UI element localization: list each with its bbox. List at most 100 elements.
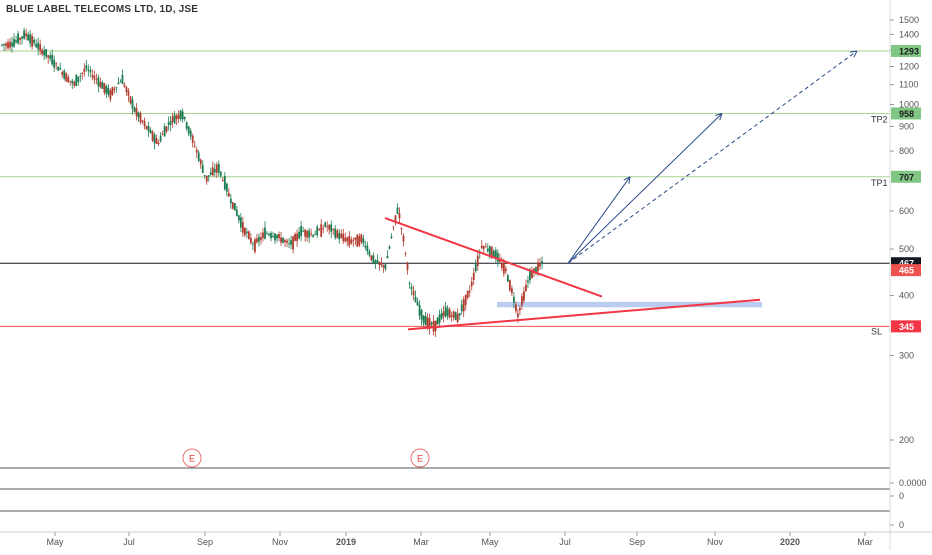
x-tick-label: Mar — [857, 537, 873, 547]
x-tick-label: May — [46, 537, 64, 547]
level-note: TP2 — [871, 114, 888, 124]
y-tick-label: 800 — [899, 146, 914, 156]
candle-body — [523, 291, 525, 301]
candle-body — [324, 222, 327, 227]
candle-body — [434, 320, 437, 332]
candle-body — [125, 87, 128, 93]
candle-body — [163, 126, 166, 137]
candle-body — [5, 43, 7, 46]
candle-body — [358, 236, 361, 246]
candle-body — [79, 76, 82, 77]
pane-tick-label: 0 — [899, 491, 904, 501]
candle-body — [237, 215, 240, 221]
candle-body — [203, 175, 206, 176]
candle-body — [246, 231, 248, 234]
candle-body — [59, 68, 62, 70]
candle-body — [133, 108, 136, 112]
candle-body — [537, 262, 539, 272]
price-tag-box — [891, 107, 921, 120]
candle-body — [43, 50, 46, 56]
candle-body — [225, 183, 228, 192]
candle-body — [460, 304, 463, 312]
candle-body — [312, 234, 315, 237]
candle-body — [258, 237, 260, 242]
candle-body — [400, 228, 403, 230]
candle-body — [406, 262, 409, 270]
candle-body — [300, 225, 303, 237]
candle-body — [456, 314, 459, 323]
earnings-event-marker[interactable]: E — [410, 448, 430, 468]
candle-body — [1, 44, 3, 46]
candle-body — [197, 152, 200, 161]
price-tag-label: 345 — [899, 322, 914, 332]
candle-body — [77, 76, 80, 82]
candle-body — [21, 36, 23, 39]
candle-body — [402, 235, 405, 242]
candle-body — [227, 193, 230, 197]
candle-body — [398, 213, 401, 219]
candle-body — [390, 236, 393, 238]
candle-body — [517, 313, 519, 317]
candle-body — [115, 87, 118, 89]
candle-body — [322, 228, 325, 230]
candle-body — [338, 233, 341, 240]
candle-body — [512, 296, 515, 303]
price-tag-1293: 1293 — [891, 44, 921, 57]
candle-body — [135, 107, 138, 116]
candle-body — [366, 245, 369, 252]
earnings-event-marker[interactable]: E — [182, 448, 202, 468]
candle-body — [65, 73, 68, 82]
candle-body — [93, 75, 96, 80]
candle-body — [412, 290, 415, 296]
candle-body — [344, 237, 347, 242]
x-tick-label: Nov — [272, 537, 289, 547]
candle-body — [430, 322, 433, 325]
candle-body — [157, 142, 160, 145]
candle-body — [195, 149, 198, 153]
candle-body — [229, 198, 232, 204]
candle-body — [272, 236, 274, 237]
candle-body — [171, 116, 174, 122]
pane-tick-label: 0 — [899, 520, 904, 530]
candle-body — [488, 246, 491, 256]
candle-body — [454, 312, 457, 320]
candle-body — [396, 207, 399, 214]
candle-body — [233, 203, 236, 211]
candle-body — [440, 313, 443, 319]
candle-body — [368, 251, 371, 256]
candle-body — [33, 39, 36, 44]
candle-body — [386, 256, 389, 259]
candle-body — [47, 55, 50, 58]
candle-body — [306, 230, 309, 238]
price-tag-box — [891, 320, 921, 333]
candle-body — [231, 202, 234, 209]
candle-body — [418, 304, 421, 316]
candle-body — [137, 112, 140, 118]
candle-body — [109, 90, 112, 100]
y-tick-label: 300 — [899, 350, 914, 360]
candle-body — [436, 317, 439, 325]
support-zone — [497, 301, 762, 308]
candle-body — [207, 175, 210, 177]
candle-body — [504, 268, 507, 272]
candle-body — [527, 280, 529, 283]
candle-body — [500, 263, 503, 268]
candle-body — [55, 63, 58, 65]
candle-body — [286, 240, 288, 243]
candle-body — [340, 233, 343, 238]
candle-body — [426, 317, 429, 329]
price-tag-box — [891, 264, 921, 277]
x-tick-label: Nov — [707, 537, 724, 547]
candle-body — [280, 237, 282, 243]
candle-body — [177, 114, 180, 119]
candle-body — [496, 252, 499, 262]
candle-body — [494, 250, 497, 260]
price-tag-label: 465 — [899, 266, 914, 276]
chart-title: BLUE LABEL TELECOMS LTD, 1D, JSE — [6, 4, 199, 15]
y-tick-label: 1000 — [899, 100, 919, 110]
candle-body — [9, 41, 11, 48]
candle-body — [519, 308, 521, 311]
candle-body — [388, 246, 391, 249]
